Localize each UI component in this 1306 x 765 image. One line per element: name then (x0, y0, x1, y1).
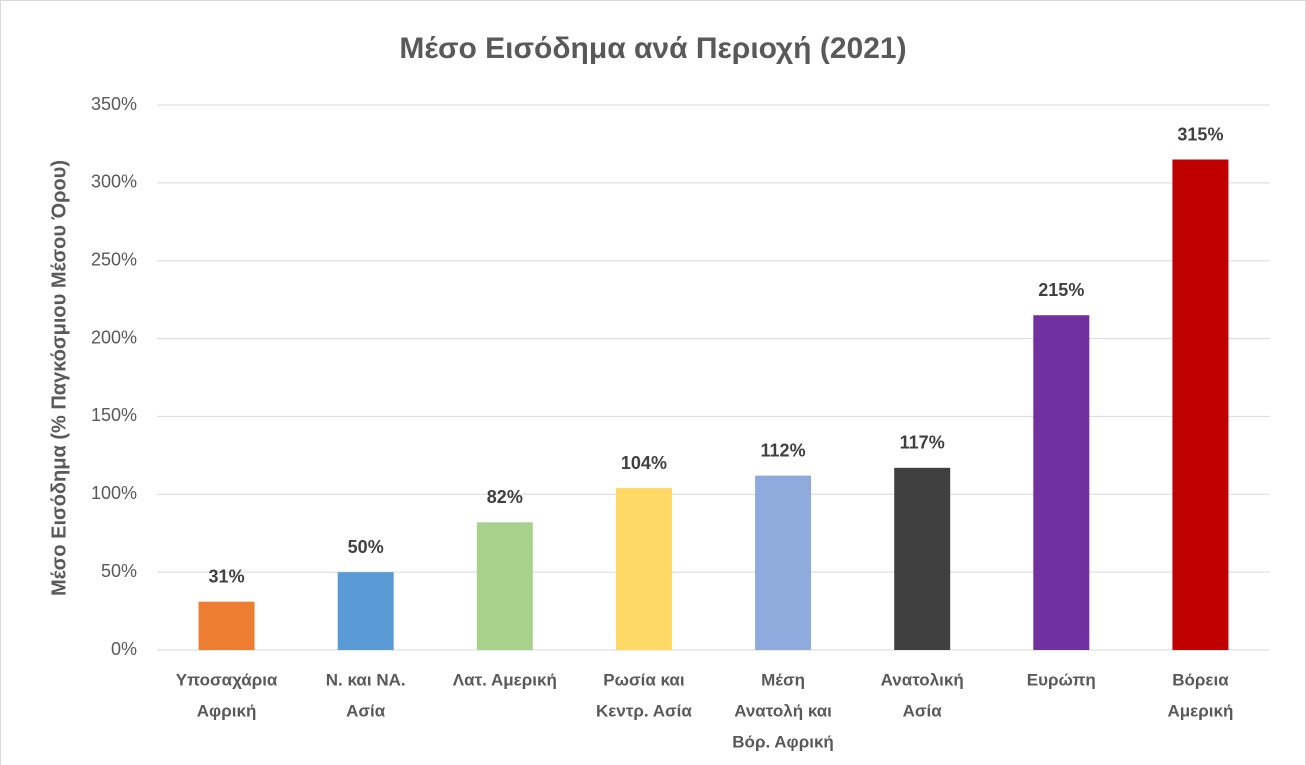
data-label: 117% (900, 433, 945, 453)
x-tick-label: Ανατολική (881, 670, 964, 689)
x-tick-label: Ασία (903, 701, 943, 720)
data-label: 31% (209, 566, 245, 586)
x-tick-label: Αμερική (1168, 701, 1234, 720)
y-tick-label: 300% (91, 172, 137, 192)
y-tick-label: 50% (101, 561, 137, 581)
x-tick-label: Ασία (346, 701, 386, 720)
y-tick-label: 200% (91, 327, 137, 347)
x-tick-label: Μέση (761, 670, 805, 689)
data-label: 82% (487, 487, 523, 507)
bar (1033, 315, 1090, 650)
x-tick-label: Ανατολή και (734, 701, 832, 720)
x-tick-label: Βόρ. Αφρική (732, 732, 834, 751)
y-tick-label: 250% (91, 249, 137, 269)
chart-title: Μέσο Εισόδημα ανά Περιοχή (2021) (399, 32, 906, 65)
bar (1172, 159, 1229, 650)
x-tick-label: Βόρεια (1172, 670, 1229, 689)
data-label: 315% (1177, 124, 1223, 144)
y-tick-label: 350% (91, 94, 137, 114)
data-label: 50% (348, 537, 384, 557)
x-tick-label: Κεντρ. Ασία (596, 701, 692, 720)
data-label: 112% (761, 440, 806, 460)
bar (476, 522, 533, 650)
x-tick-label: Ευρώπη (1027, 670, 1096, 689)
x-tick-label: Λατ. Αμερική (453, 670, 557, 689)
data-label: 104% (621, 453, 667, 473)
y-tick-label: 0% (111, 639, 137, 659)
y-axis-label: Μέσο Εισόδημα (% Παγκόσμιου Μέσου Όρου) (48, 160, 70, 596)
bar (337, 572, 394, 650)
y-tick-label: 100% (91, 483, 137, 503)
x-tick-label: Αφρική (197, 701, 257, 720)
bar (198, 601, 255, 650)
bar (894, 467, 951, 650)
y-tick-label: 150% (91, 405, 137, 425)
bar (615, 488, 672, 650)
x-tick-label: Ν. και ΝΑ. (326, 670, 406, 689)
x-tick-label: Ρωσία και (603, 670, 685, 689)
bar (755, 475, 812, 650)
x-tick-label: Υποσαχάρια (176, 670, 278, 689)
data-label: 215% (1038, 280, 1084, 300)
